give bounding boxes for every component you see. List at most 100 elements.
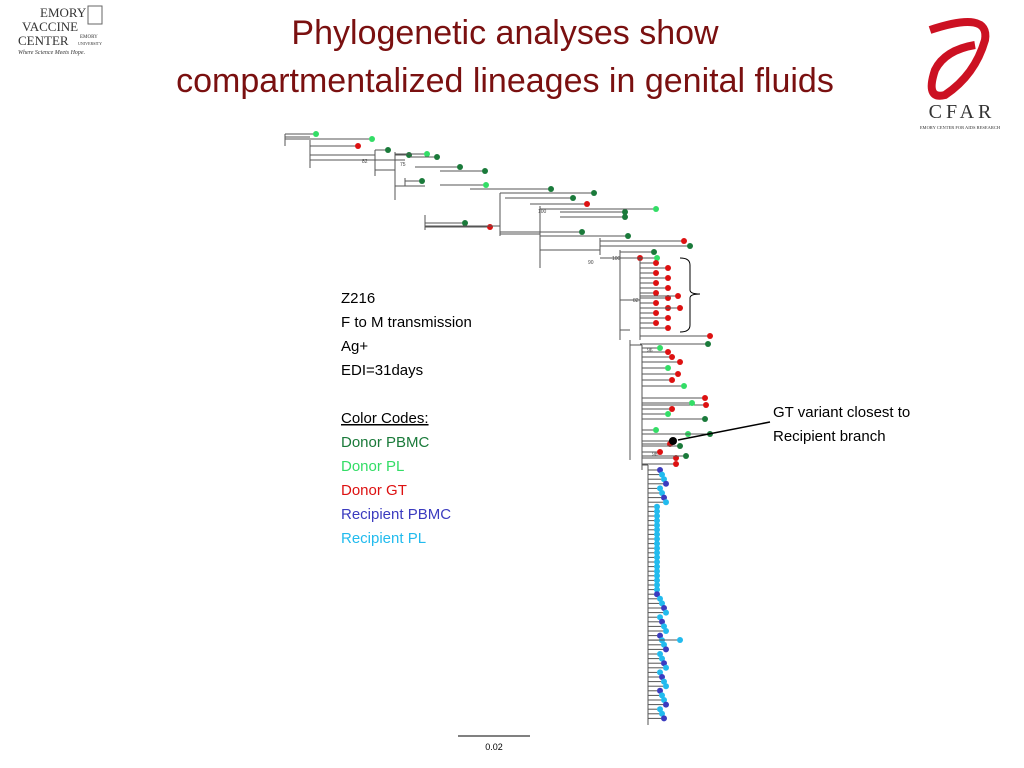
logo-tagline: Where Science Meets Hope. (18, 50, 85, 56)
leaf (654, 572, 660, 579)
leaf (654, 255, 660, 261)
leaf (681, 238, 687, 244)
leaf (661, 476, 667, 483)
leaf (653, 427, 659, 433)
phylogenetic-tree: 82 75 100 90 100 82 96 98 (284, 131, 713, 725)
leaf (661, 605, 667, 611)
leaf (654, 549, 660, 556)
info-line: EDI=31days (341, 362, 423, 379)
legend: Color Codes: Donor PBMC Donor PL Donor GT Re… (341, 410, 451, 547)
leaf (385, 147, 391, 153)
leaf (651, 249, 657, 255)
leaf (548, 186, 554, 192)
leaf (657, 345, 663, 351)
leaf (653, 320, 659, 326)
leaf (579, 229, 585, 235)
leaf (657, 595, 663, 602)
leaf (654, 545, 660, 552)
leaf (657, 467, 663, 473)
info-text: Z216 F to M transmission Ag+ EDI=31days (341, 290, 472, 379)
leaf (665, 265, 671, 271)
leaf (659, 674, 665, 680)
logo-text: EMORY (40, 5, 87, 20)
logo-text: VACCINE (22, 19, 78, 34)
leaf (669, 406, 675, 412)
leaf (654, 591, 660, 598)
leaf (622, 209, 628, 215)
bootstrap-value: 90 (588, 260, 594, 266)
logo-shield (87, 5, 103, 25)
leaf (659, 618, 665, 625)
leaf (654, 513, 660, 519)
leaf (654, 526, 660, 533)
leaf (654, 517, 660, 524)
leaf (653, 300, 659, 306)
leaf (663, 646, 669, 653)
leaf (665, 325, 671, 331)
bootstrap-value: 100 (612, 256, 621, 262)
leaf (661, 678, 667, 685)
leaf (661, 660, 667, 667)
logo-text: EMORY CENTER FOR AIDS RESEARCH (920, 125, 1001, 130)
leaf (653, 310, 659, 316)
logo-ribbon (927, 18, 990, 100)
leaf (570, 195, 576, 201)
leaf (355, 143, 361, 149)
leaf (661, 697, 667, 703)
leaf (313, 131, 319, 137)
leaf (705, 341, 711, 347)
legend-item: Recipient PL (341, 530, 426, 547)
leaf (665, 349, 671, 355)
leaf (625, 233, 631, 239)
bootstrap-value: 98 (652, 452, 658, 458)
leaf (663, 683, 669, 690)
leaf (669, 377, 675, 383)
leaf (657, 449, 663, 455)
cluster-bracket (679, 257, 701, 333)
leaf (663, 701, 669, 708)
leaf (659, 710, 665, 717)
leaf (663, 499, 669, 506)
leaf (654, 536, 660, 542)
legend-item: Donor GT (341, 482, 407, 499)
leaf (657, 687, 663, 694)
leaf (482, 168, 488, 174)
leaf (457, 164, 463, 170)
bootstrap-value: 75 (400, 162, 406, 168)
leaf (487, 224, 493, 230)
leaf (657, 485, 663, 492)
leaf (687, 243, 693, 249)
leaf (659, 692, 665, 699)
leaf (661, 623, 667, 630)
leaf (683, 453, 689, 459)
leaf (677, 359, 683, 365)
annotation-arrow (677, 421, 771, 441)
leaf (653, 260, 659, 266)
leaf (424, 151, 430, 157)
leaf (707, 333, 713, 339)
leaf (677, 443, 683, 449)
logo-text: EMORY (80, 35, 98, 40)
leaf (654, 503, 660, 510)
leaf (669, 354, 675, 360)
leaf (622, 214, 628, 220)
title: compartmentalized lineages in genital fl… (176, 62, 834, 100)
leaf (677, 305, 683, 311)
leaf (654, 531, 660, 538)
leaf (654, 522, 660, 529)
info-line: Ag+ (341, 338, 368, 355)
leaf (663, 609, 669, 616)
legend-item: Donor PL (341, 458, 404, 475)
leaf (657, 706, 663, 713)
leaf (483, 182, 489, 188)
leaf (681, 383, 687, 389)
leaf (661, 494, 667, 501)
leaf (654, 559, 660, 565)
bootstrap-value: 96 (647, 348, 653, 354)
leaf (653, 206, 659, 212)
scale-label: 0.02 (485, 742, 503, 752)
left-logo: EMORY VACCINE CENTER EMORY UNIVERSITY Wh… (18, 5, 103, 56)
bootstrap-value: 100 (538, 209, 547, 215)
leaf (663, 480, 669, 487)
